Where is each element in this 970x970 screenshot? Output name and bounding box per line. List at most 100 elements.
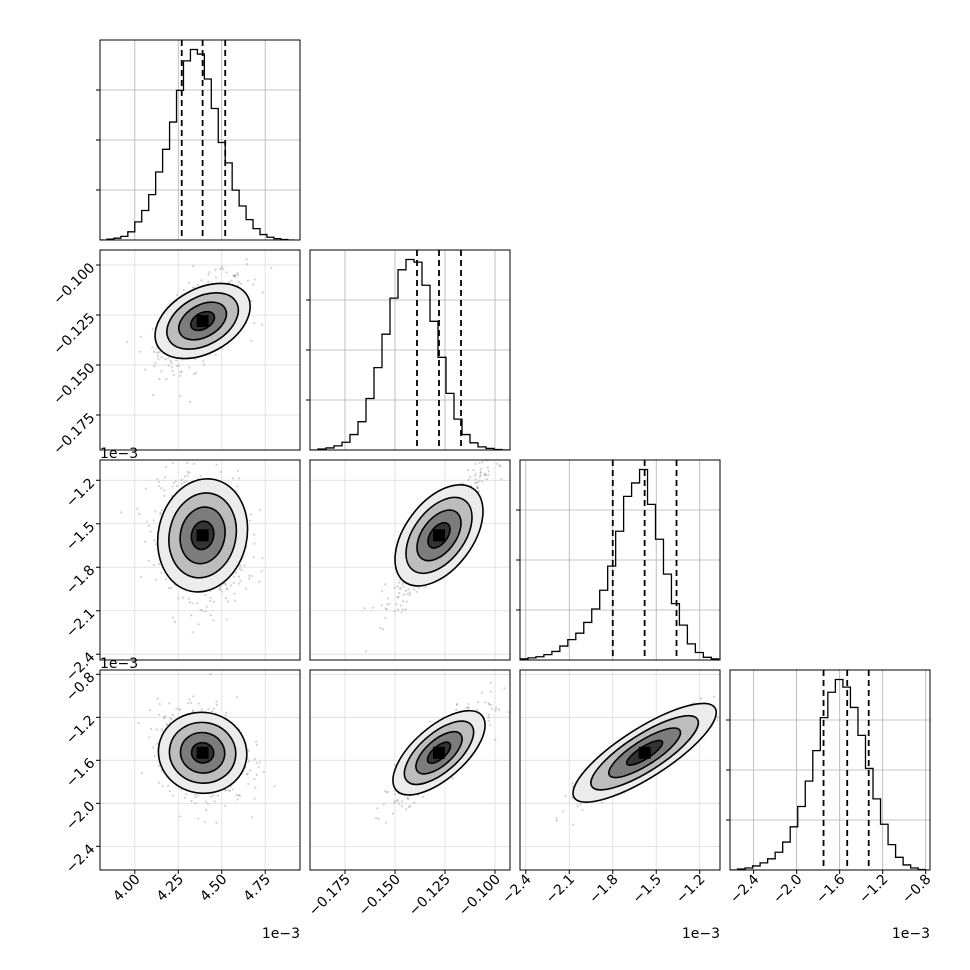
sample-point [239,282,243,285]
sample-point [405,808,408,811]
sample-point [158,703,161,706]
sample-point [212,619,215,622]
histogram-frame [99,39,301,241]
y-tick-label: −0.100 [50,260,98,308]
x-tick-label: −1.6 [813,871,848,906]
sample-point [245,772,249,776]
sample-point [158,665,160,667]
sample-point [227,600,230,603]
sample-point [173,620,177,623]
sample-point [167,364,170,367]
sample-point [237,273,240,277]
sample-point [196,794,199,797]
sample-point [170,366,174,369]
sample-point [248,574,251,577]
sample-point [253,542,256,545]
sample-point [145,520,148,523]
sample-point [177,597,180,600]
histogram-panel-3 [726,669,931,871]
y-tick-label: −1.2 [63,712,98,747]
sample-point [402,585,405,588]
sample-point [157,481,160,484]
sample-point [239,564,242,567]
sample-point [220,266,224,269]
sample-point [228,281,231,284]
sample-point [255,743,259,747]
sample-point [270,267,273,270]
sample-point [215,703,219,706]
sample-point [467,468,470,472]
histogram-step [100,48,295,240]
sample-point [204,610,207,613]
sample-point [482,450,484,452]
sample-point [253,777,256,781]
sample-point [156,351,159,354]
sample-point [581,808,584,811]
sample-point [180,478,183,481]
sample-point [236,798,239,801]
sample-point [406,797,409,800]
sample-point [246,773,249,776]
sample-point [400,800,404,803]
sample-point [152,519,155,522]
sample-point [232,575,235,578]
y-tick-label: −1.5 [63,519,98,554]
sample-point [165,378,168,381]
sample-point [247,749,250,752]
sample-point [163,489,166,492]
sample-point [169,359,172,362]
sample-point [408,805,411,808]
sample-point [152,394,155,397]
sample-point [188,698,191,701]
sample-point [397,596,400,599]
sample-point [234,275,237,278]
sample-point [191,286,195,289]
sample-point [179,371,182,374]
sample-point [248,519,251,523]
sample-point [151,327,154,331]
sample-point [233,599,236,602]
sample-point [231,788,234,791]
sample-point [481,461,484,464]
x-tick-label: −1.2 [856,872,891,907]
sample-point [261,557,264,560]
sample-point [168,790,171,793]
sample-point [183,475,187,478]
sample-point [572,823,575,826]
x-tick-label: −2.4 [727,871,762,906]
histogram-frame [519,459,721,661]
sample-point [179,374,182,377]
sample-point [229,584,233,587]
sample-point [234,274,237,277]
sample-point [224,714,227,717]
sample-point [716,719,719,722]
sample-point [393,586,396,589]
sample-point [408,593,412,596]
sample-point [480,691,484,694]
sample-point [247,760,251,763]
sample-point [233,592,236,595]
sample-point [232,477,235,480]
sample-point [171,485,174,488]
sample-point [224,584,228,587]
sample-point [395,603,398,606]
sample-point [205,800,208,803]
sample-point [180,788,183,791]
sample-point [483,473,486,476]
sample-point [479,467,483,471]
sample-point [377,817,380,820]
sample-point [156,478,159,481]
sample-point [194,802,197,805]
sample-point [247,782,250,786]
sample-point [197,817,200,820]
sample-point [398,587,401,590]
sample-point [249,513,253,516]
sample-point [227,789,230,792]
x-tick-label: −1.5 [630,872,665,907]
sample-point [194,371,197,375]
sample-point [206,802,210,805]
sample-point [179,394,182,397]
sample-point [384,821,388,824]
sample-point [175,294,179,297]
sample-point [413,801,416,804]
